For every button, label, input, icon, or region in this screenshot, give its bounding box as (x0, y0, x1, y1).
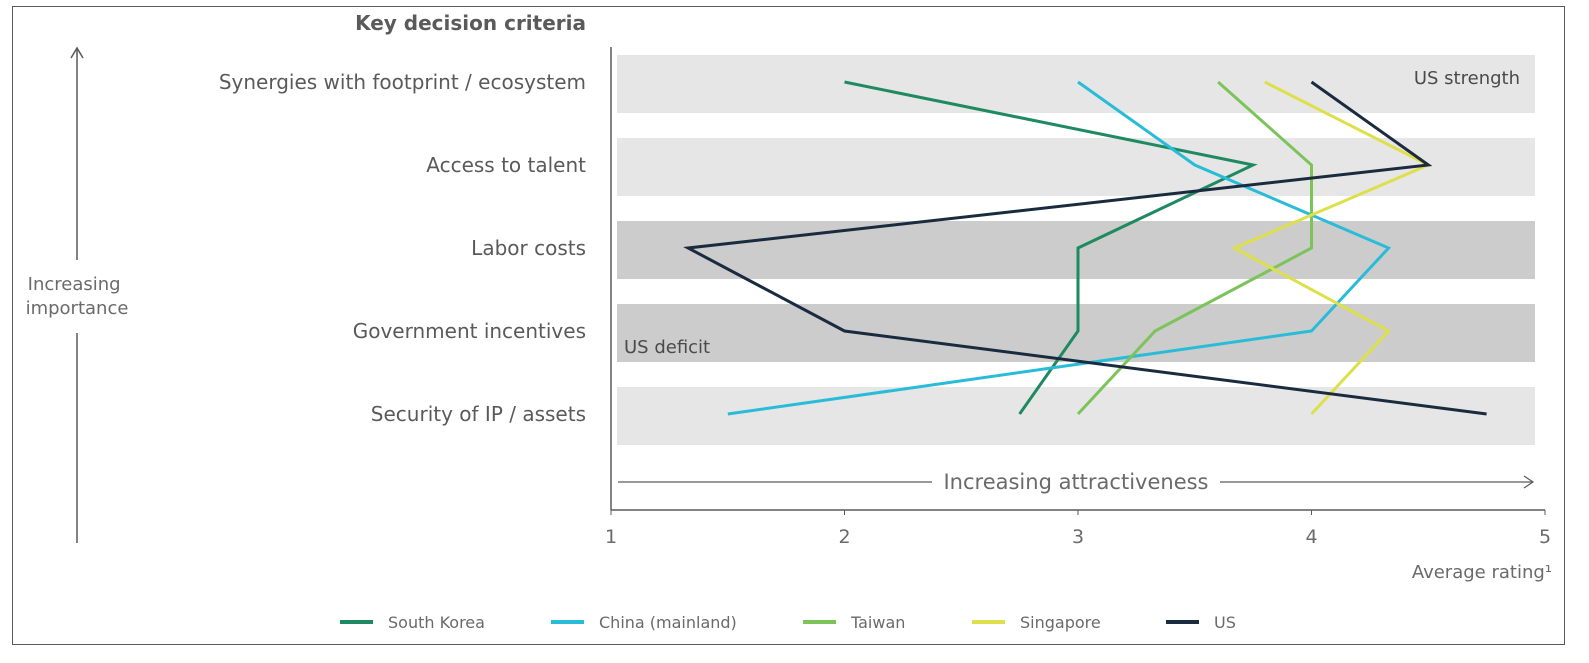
x-tick-label: 3 (1072, 526, 1084, 548)
x-tick-label: 1 (605, 526, 617, 548)
x-tick-label: 2 (838, 526, 850, 548)
svg-text:Increasing importance: Increasing importance (26, 274, 129, 319)
attractiveness-arrow (618, 475, 1535, 489)
legend-label: US (1214, 613, 1236, 632)
x-tick-label: 5 (1539, 526, 1551, 548)
band-5 (617, 387, 1535, 445)
us-deficit-label: US deficit (624, 337, 710, 358)
x-tick-label: 4 (1305, 526, 1317, 548)
series-line-taiwan (1076, 80, 1313, 416)
us-strength-label: US strength (1414, 68, 1520, 89)
category-label: Labor costs (471, 236, 586, 260)
category-label: Security of IP / assets (371, 402, 586, 426)
band-3 (617, 221, 1535, 279)
category-label: Access to talent (426, 153, 586, 177)
legend-label: China (mainland) (599, 613, 737, 632)
importance-label-line2: importance (26, 298, 129, 319)
series-line-us (683, 80, 1487, 416)
x-axis-title: Average rating¹ (1412, 562, 1552, 583)
importance-arrow (70, 46, 84, 543)
series-line-china-mainland (727, 80, 1392, 416)
series-line-singapore (1230, 80, 1432, 416)
band-1 (617, 55, 1535, 113)
legend-label: South Korea (388, 613, 485, 632)
chart-header: Key decision criteria (355, 11, 586, 35)
category-label: Government incentives (353, 319, 586, 343)
importance-label-line1: Increasing (28, 274, 121, 295)
attractiveness-label: Increasing attractiveness (943, 470, 1208, 494)
legend-label: Singapore (1020, 613, 1101, 632)
legend-label: Taiwan (850, 613, 905, 632)
category-label: Synergies with footprint / ecosystem (219, 70, 586, 94)
